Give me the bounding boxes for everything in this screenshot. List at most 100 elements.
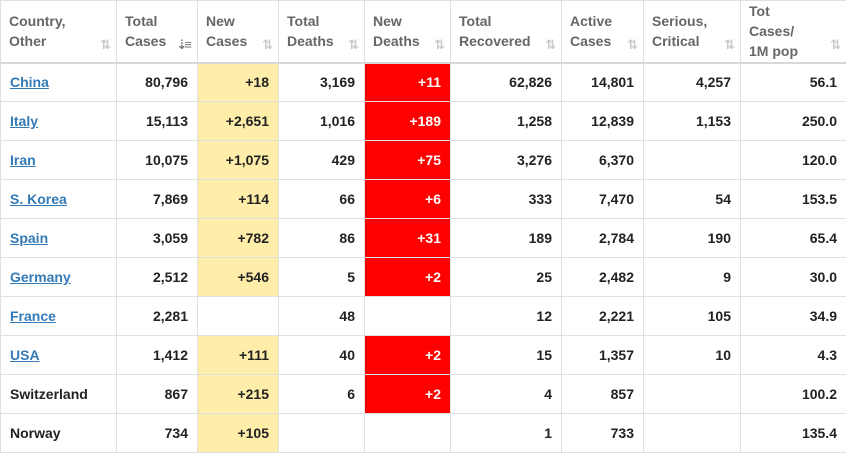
column-header-active-cases[interactable]: Active Cases ⇅: [561, 0, 644, 64]
total-cases-cell: 7,869: [116, 179, 198, 219]
sort-both-icon[interactable]: ⇅: [434, 37, 445, 52]
country-link[interactable]: China: [10, 74, 49, 91]
column-header-serious-critical[interactable]: Serious, Critical ⇅: [643, 0, 741, 64]
total-cases-cell: 3,059: [116, 218, 198, 258]
country-link[interactable]: Italy: [10, 113, 39, 129]
total-recovered-cell: 62,826: [450, 62, 562, 102]
table-row: S. Korea 7,869 +114 66 +6 333 7,470 54 153.5: [0, 179, 846, 219]
sort-both-icon[interactable]: ⇅: [348, 37, 359, 52]
column-header-label-line1: New: [373, 13, 402, 30]
column-header-label-line2: Recovered: [459, 33, 531, 50]
total-deaths-cell: 429: [278, 140, 365, 180]
country-link[interactable]: France: [10, 308, 56, 324]
sort-both-icon[interactable]: ⇅: [627, 37, 638, 52]
column-header-label: Serious, Critical: [652, 11, 732, 51]
table-row: France 2,281 48 12 2,221 105 34.9: [0, 296, 846, 336]
active-cases-cell: 14,801: [561, 62, 644, 102]
column-header-total-recovered[interactable]: Total Recovered ⇅: [450, 0, 562, 64]
column-header-label: Total Cases: [125, 11, 189, 51]
column-header-label: New Deaths: [373, 11, 442, 51]
column-header-label: Active Cases: [570, 11, 635, 51]
column-header-label: Country, Other: [9, 11, 108, 51]
serious-critical-cell: 10: [643, 335, 741, 375]
column-header-label-line2: Cases: [570, 33, 612, 50]
country-cell: Switzerland: [0, 374, 117, 414]
total-cases-cell: 80,796: [116, 62, 198, 102]
country-cell: Spain: [0, 218, 117, 258]
new-cases-cell: +105: [197, 413, 279, 453]
sort-both-icon[interactable]: ⇅: [100, 37, 111, 52]
sort-both-icon[interactable]: ⇅: [262, 37, 273, 52]
table-row: USA 1,412 +111 40 +2 15 1,357 10 4.3: [0, 335, 846, 375]
serious-critical-cell: 54: [643, 179, 741, 219]
per-million-cell: 34.9: [740, 296, 846, 336]
serious-critical-cell: [643, 140, 741, 180]
new-deaths-cell: +2: [364, 335, 451, 375]
new-cases-cell: [197, 296, 279, 336]
total-deaths-cell: 66: [278, 179, 365, 219]
column-header-label-line2: Cases: [125, 33, 167, 50]
new-deaths-cell: +189: [364, 101, 451, 141]
new-deaths-cell: +6: [364, 179, 451, 219]
total-recovered-cell: 25: [450, 257, 562, 297]
new-deaths-cell: +2: [364, 374, 451, 414]
country-name: Norway: [10, 425, 61, 441]
header-row: Country, Other ⇅ Total Cases ⇣≡ New Cases ⇅ Total…: [0, 0, 846, 64]
country-link[interactable]: USA: [10, 347, 40, 363]
column-header-new-cases[interactable]: New Cases ⇅: [197, 0, 279, 64]
per-million-cell: 135.4: [740, 413, 846, 453]
active-cases-cell: 1,357: [561, 335, 644, 375]
total-deaths-cell: 48: [278, 296, 365, 336]
column-header-label: Total Deaths: [287, 11, 356, 51]
total-deaths-cell: 1,016: [278, 101, 365, 141]
total-cases-cell: 867: [116, 374, 198, 414]
column-header-label-line1: New: [206, 13, 235, 30]
total-recovered-cell: 12: [450, 296, 562, 336]
column-header-label-line2: Other: [9, 33, 47, 50]
country-link[interactable]: S. Korea: [10, 191, 67, 207]
table-row: Iran 10,075 +1,075 429 +75 3,276 6,370 120.0: [0, 140, 846, 180]
column-header-new-deaths[interactable]: New Deaths ⇅: [364, 0, 451, 64]
country-cell: USA: [0, 335, 117, 375]
column-header-total-deaths[interactable]: Total Deaths ⇅: [278, 0, 365, 64]
serious-critical-cell: 4,257: [643, 62, 741, 102]
total-recovered-cell: 3,276: [450, 140, 562, 180]
column-header-country[interactable]: Country, Other ⇅: [0, 0, 117, 64]
country-cell: China: [0, 62, 117, 102]
country-link[interactable]: Iran: [10, 152, 36, 168]
sort-both-icon[interactable]: ⇅: [724, 37, 735, 52]
serious-critical-cell: 105: [643, 296, 741, 336]
column-header-per-million[interactable]: Tot Cases/1M pop ⇅: [740, 0, 846, 64]
total-recovered-cell: 189: [450, 218, 562, 258]
column-header-label-line2: 1M pop: [749, 43, 798, 60]
new-deaths-cell: [364, 413, 451, 453]
total-deaths-cell: 40: [278, 335, 365, 375]
column-header-label-line1: Country,: [9, 13, 66, 30]
sort-descending-icon[interactable]: ⇣≡: [176, 37, 193, 52]
total-cases-cell: 2,512: [116, 257, 198, 297]
sort-both-icon[interactable]: ⇅: [830, 37, 841, 52]
table-row: Spain 3,059 +782 86 +31 189 2,784 190 65.4: [0, 218, 846, 258]
country-cell: Germany: [0, 257, 117, 297]
new-cases-cell: +546: [197, 257, 279, 297]
total-cases-cell: 734: [116, 413, 198, 453]
total-cases-cell: 10,075: [116, 140, 198, 180]
new-deaths-cell: +11: [364, 62, 451, 102]
sort-both-icon[interactable]: ⇅: [545, 37, 556, 52]
total-deaths-cell: 3,169: [278, 62, 365, 102]
column-header-label: Total Recovered: [459, 11, 553, 51]
table-row: China 80,796 +18 3,169 +11 62,826 14,801 4,257 5…: [0, 62, 846, 102]
total-deaths-cell: 5: [278, 257, 365, 297]
column-header-label-line2: Deaths: [373, 33, 420, 50]
country-cell: S. Korea: [0, 179, 117, 219]
new-deaths-cell: +31: [364, 218, 451, 258]
column-header-label-line1: Active: [570, 13, 613, 30]
column-header-total-cases[interactable]: Total Cases ⇣≡: [116, 0, 198, 64]
per-million-cell: 4.3: [740, 335, 846, 375]
country-link[interactable]: Germany: [10, 269, 71, 285]
table-header: Country, Other ⇅ Total Cases ⇣≡ New Cases ⇅ Total…: [0, 0, 846, 64]
new-cases-cell: +114: [197, 179, 279, 219]
new-deaths-cell: +2: [364, 257, 451, 297]
country-link[interactable]: Spain: [10, 230, 49, 246]
